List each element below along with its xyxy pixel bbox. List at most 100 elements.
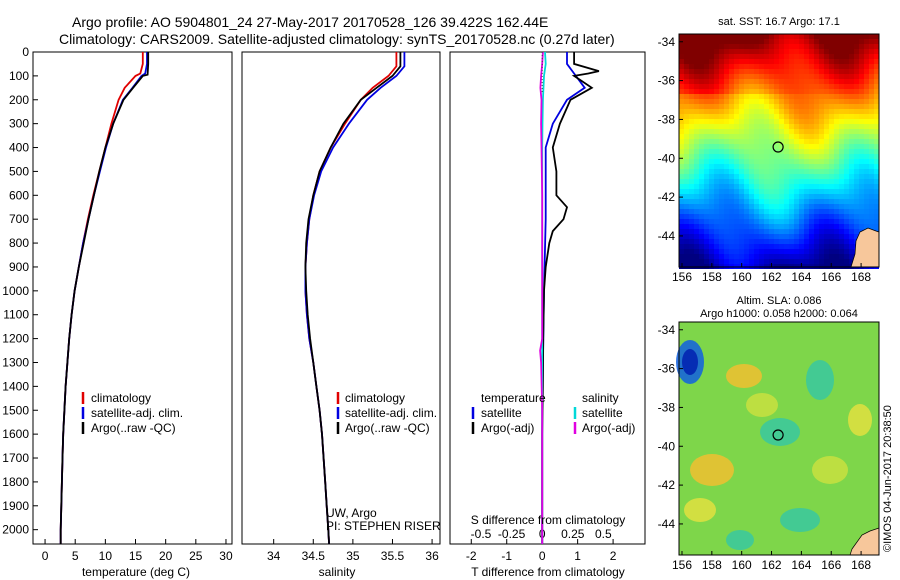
sst-cell (724, 244, 729, 249)
sst-cell (724, 54, 729, 59)
sst-cell (834, 79, 839, 84)
sst-cell (804, 259, 809, 264)
sst-cell (779, 164, 784, 169)
sst-cell (734, 164, 739, 169)
sst-cell (789, 144, 794, 149)
sst-cell (784, 64, 789, 69)
sst-cell (759, 99, 764, 104)
sst-cell (829, 94, 834, 99)
sst-cell (799, 199, 804, 204)
sst-cell (794, 114, 799, 119)
sst-cell (814, 139, 819, 144)
sst-cell (754, 59, 759, 64)
sst-cell (799, 89, 804, 94)
sst-cell (714, 74, 719, 79)
sst-cell (724, 209, 729, 214)
sst-cell (729, 239, 734, 244)
sst-cell (874, 144, 879, 149)
sst-cell (829, 239, 834, 244)
sst-cell (724, 49, 729, 54)
sst-cell (839, 34, 844, 39)
sst-cell (784, 114, 789, 119)
sst-cell (699, 239, 704, 244)
sst-cell (744, 244, 749, 249)
sst-cell (824, 204, 829, 209)
sst-cell (739, 169, 744, 174)
sst-cell (729, 69, 734, 74)
sst-cell (839, 189, 844, 194)
sst-cell (689, 139, 694, 144)
sst-cell (849, 34, 854, 39)
sst-cell (799, 254, 804, 259)
sst-cell (769, 124, 774, 129)
sst-cell (719, 74, 724, 79)
sst-cell (714, 224, 719, 229)
sst-cell (704, 149, 709, 154)
sst-cell (734, 229, 739, 234)
sst-cell (834, 44, 839, 49)
sst-cell (864, 79, 869, 84)
sst-cell (704, 144, 709, 149)
sst-cell (819, 259, 824, 264)
sst-cell (729, 134, 734, 139)
sst-cell (784, 194, 789, 199)
temperature-series (59, 52, 150, 544)
sst-cell (794, 209, 799, 214)
sst-cell (734, 234, 739, 239)
sst-cell (869, 74, 874, 79)
sst-cell (689, 129, 694, 134)
sst-cell (744, 199, 749, 204)
sst-cell (699, 84, 704, 89)
sst-cell (684, 59, 689, 64)
sst-cell (754, 94, 759, 99)
sst-cell (814, 94, 819, 99)
sst-cell (839, 219, 844, 224)
sst-cell (694, 129, 699, 134)
sst-cell (689, 184, 694, 189)
sst-cell (734, 149, 739, 154)
sst-cell (824, 229, 829, 234)
sst-cell (694, 209, 699, 214)
sst-cell (734, 249, 739, 254)
sst-cell (784, 169, 789, 174)
t-difference-axis: -2 -1 0 1 2 (466, 539, 617, 563)
sst-cell (689, 234, 694, 239)
sst-cell (704, 104, 709, 109)
sst-cell (759, 129, 764, 134)
sst-cell (769, 204, 774, 209)
sst-cell (799, 164, 804, 169)
sst-cell (804, 44, 809, 49)
sst-cell (794, 199, 799, 204)
sst-cell (774, 129, 779, 134)
sst-cell (704, 84, 709, 89)
sst-cell (704, 224, 709, 229)
sst-cell (819, 204, 824, 209)
sst-cell (849, 114, 854, 119)
sst-cell (809, 124, 814, 129)
sst-cell (724, 69, 729, 74)
sst-cell (764, 39, 769, 44)
sst-cell (764, 54, 769, 59)
sst-cell (834, 129, 839, 134)
sst-cell (804, 234, 809, 239)
sst-cell (694, 244, 699, 249)
sst-cell (679, 159, 684, 164)
sst-cell (719, 249, 724, 254)
sst-cell (799, 224, 804, 229)
sst-cell (739, 104, 744, 109)
sst-cell (769, 154, 774, 159)
sst-cell (694, 119, 699, 124)
sst-cell (864, 44, 869, 49)
sst-cell (809, 129, 814, 134)
lon-tick-label: 158 (702, 558, 722, 572)
sst-cell (774, 144, 779, 149)
sst-cell (694, 69, 699, 74)
sst-cell (784, 149, 789, 154)
sst-cell (769, 94, 774, 99)
sst-cell (789, 174, 794, 179)
sst-cell (684, 64, 689, 69)
sst-cell (804, 224, 809, 229)
sst-cell (724, 169, 729, 174)
sst-cell (849, 154, 854, 159)
sst-cell (749, 234, 754, 239)
